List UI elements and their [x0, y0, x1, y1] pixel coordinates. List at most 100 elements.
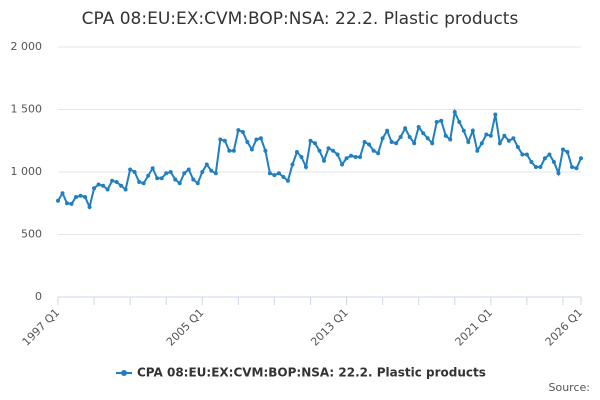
data-point — [335, 152, 340, 157]
data-point — [60, 191, 65, 196]
data-point — [457, 120, 462, 124]
data-point — [331, 148, 336, 153]
y-tick-label: 1 000 — [11, 165, 43, 178]
data-point — [340, 162, 345, 167]
data-point — [123, 187, 128, 192]
data-point — [326, 146, 331, 151]
data-point — [520, 152, 525, 157]
data-point — [258, 136, 263, 141]
data-point — [119, 183, 124, 188]
data-point — [294, 150, 299, 154]
data-point — [195, 181, 200, 186]
legend-label: CPA 08:EU:EX:CVM:BOP:NSA: 22.2. Plastic … — [137, 366, 486, 380]
data-point — [218, 137, 223, 142]
data-point — [515, 145, 520, 149]
data-point — [254, 137, 259, 142]
x-tick-label: 2021 Q1 — [453, 306, 496, 349]
data-point — [249, 147, 254, 152]
data-point — [349, 153, 354, 158]
data-point — [479, 141, 484, 146]
data-point — [353, 155, 358, 159]
data-point — [560, 147, 565, 152]
data-point — [529, 160, 534, 164]
data-point — [425, 136, 430, 141]
data-point — [132, 170, 137, 174]
data-point — [290, 162, 295, 167]
data-point — [322, 158, 327, 163]
data-point — [173, 177, 178, 182]
data-point — [439, 118, 444, 123]
data-point — [389, 140, 394, 144]
data-point — [461, 128, 466, 133]
data-point — [101, 183, 106, 188]
data-point — [443, 133, 448, 138]
data-point — [155, 176, 160, 181]
data-point — [146, 173, 151, 178]
y-tick-label: 500 — [21, 228, 42, 241]
data-point — [569, 165, 574, 169]
data-point — [74, 195, 79, 199]
data-point — [236, 128, 241, 133]
data-point — [398, 135, 403, 139]
data-point — [524, 152, 529, 157]
data-point — [150, 166, 155, 171]
x-tick-label: 1997 Q1 — [20, 306, 63, 349]
data-point — [344, 156, 349, 161]
data-point — [110, 178, 115, 183]
data-point — [538, 165, 543, 169]
data-point — [475, 148, 480, 153]
data-point — [159, 176, 164, 181]
y-tick-label: 1 500 — [11, 103, 43, 116]
data-point — [317, 148, 322, 153]
data-point — [177, 181, 182, 186]
data-point — [96, 182, 101, 187]
data-point — [551, 160, 556, 164]
data-point — [506, 138, 511, 143]
x-tick-label: 2013 Q1 — [308, 306, 351, 349]
data-point — [204, 162, 209, 167]
data-point — [547, 152, 552, 157]
data-point — [231, 148, 236, 153]
data-point — [358, 155, 363, 159]
data-point — [416, 125, 421, 129]
data-point — [114, 180, 119, 184]
data-point — [565, 150, 570, 154]
data-point — [276, 171, 281, 176]
data-point — [245, 140, 250, 144]
data-point — [78, 193, 83, 198]
data-point — [448, 137, 453, 142]
data-point — [394, 141, 399, 146]
data-point — [272, 173, 277, 178]
data-point — [452, 110, 457, 114]
data-point — [407, 135, 412, 139]
data-point — [128, 167, 133, 172]
x-tick-label: 2005 Q1 — [164, 306, 207, 349]
data-point — [137, 180, 142, 184]
y-tick-label: 0 — [35, 290, 42, 303]
data-point — [83, 195, 88, 199]
source: Source: — [549, 381, 591, 394]
data-point — [412, 141, 417, 146]
data-point — [299, 155, 304, 159]
x-tick-label: 2026 Q1 — [543, 306, 586, 349]
data-point — [488, 133, 493, 138]
data-point — [430, 141, 435, 146]
data-point — [227, 148, 232, 153]
data-point — [511, 136, 516, 141]
data-point — [191, 177, 196, 182]
data-point — [497, 141, 502, 146]
data-point — [385, 128, 390, 133]
data-point — [105, 187, 110, 192]
data-point — [65, 201, 70, 206]
data-point — [574, 166, 579, 171]
data-point — [141, 181, 146, 186]
data-point — [56, 198, 60, 203]
data-point — [579, 156, 583, 161]
data-point — [362, 140, 367, 144]
data-point — [421, 131, 426, 136]
data-point — [92, 186, 97, 191]
data-point — [380, 136, 385, 141]
data-point — [209, 168, 214, 173]
data-point — [403, 126, 408, 131]
